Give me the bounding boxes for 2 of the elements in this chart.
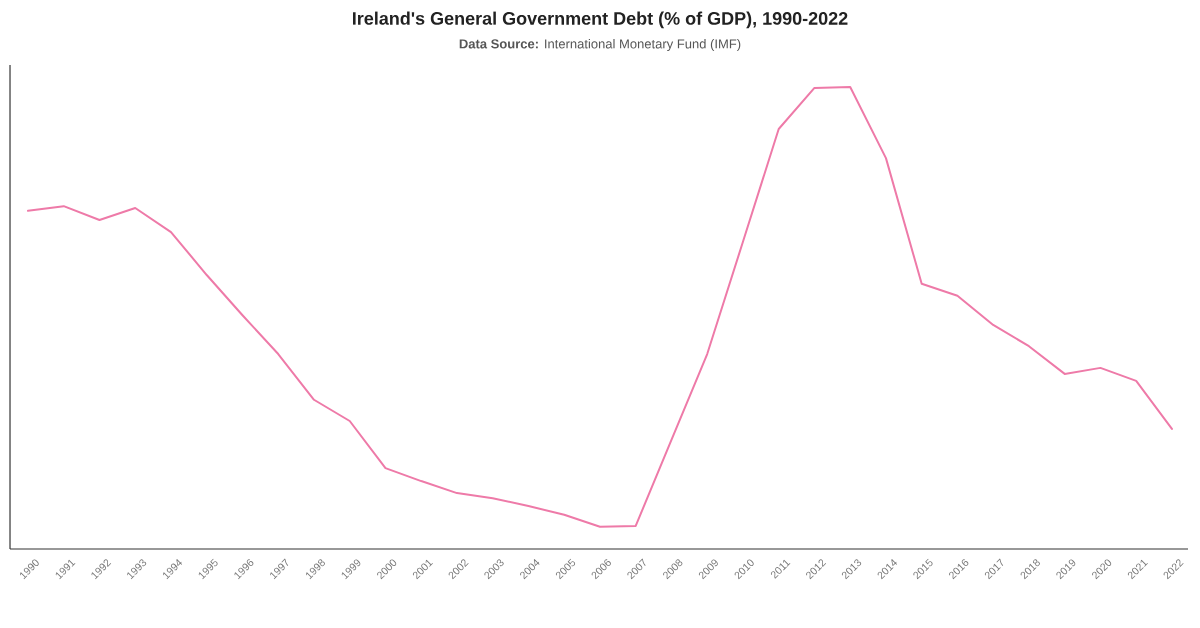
chart-title: Ireland's General Government Debt (% of GDP), 1990-2022 <box>352 11 848 29</box>
chart-subtitle: Data Source: International Monetary Fund (IMF) <box>459 38 741 52</box>
